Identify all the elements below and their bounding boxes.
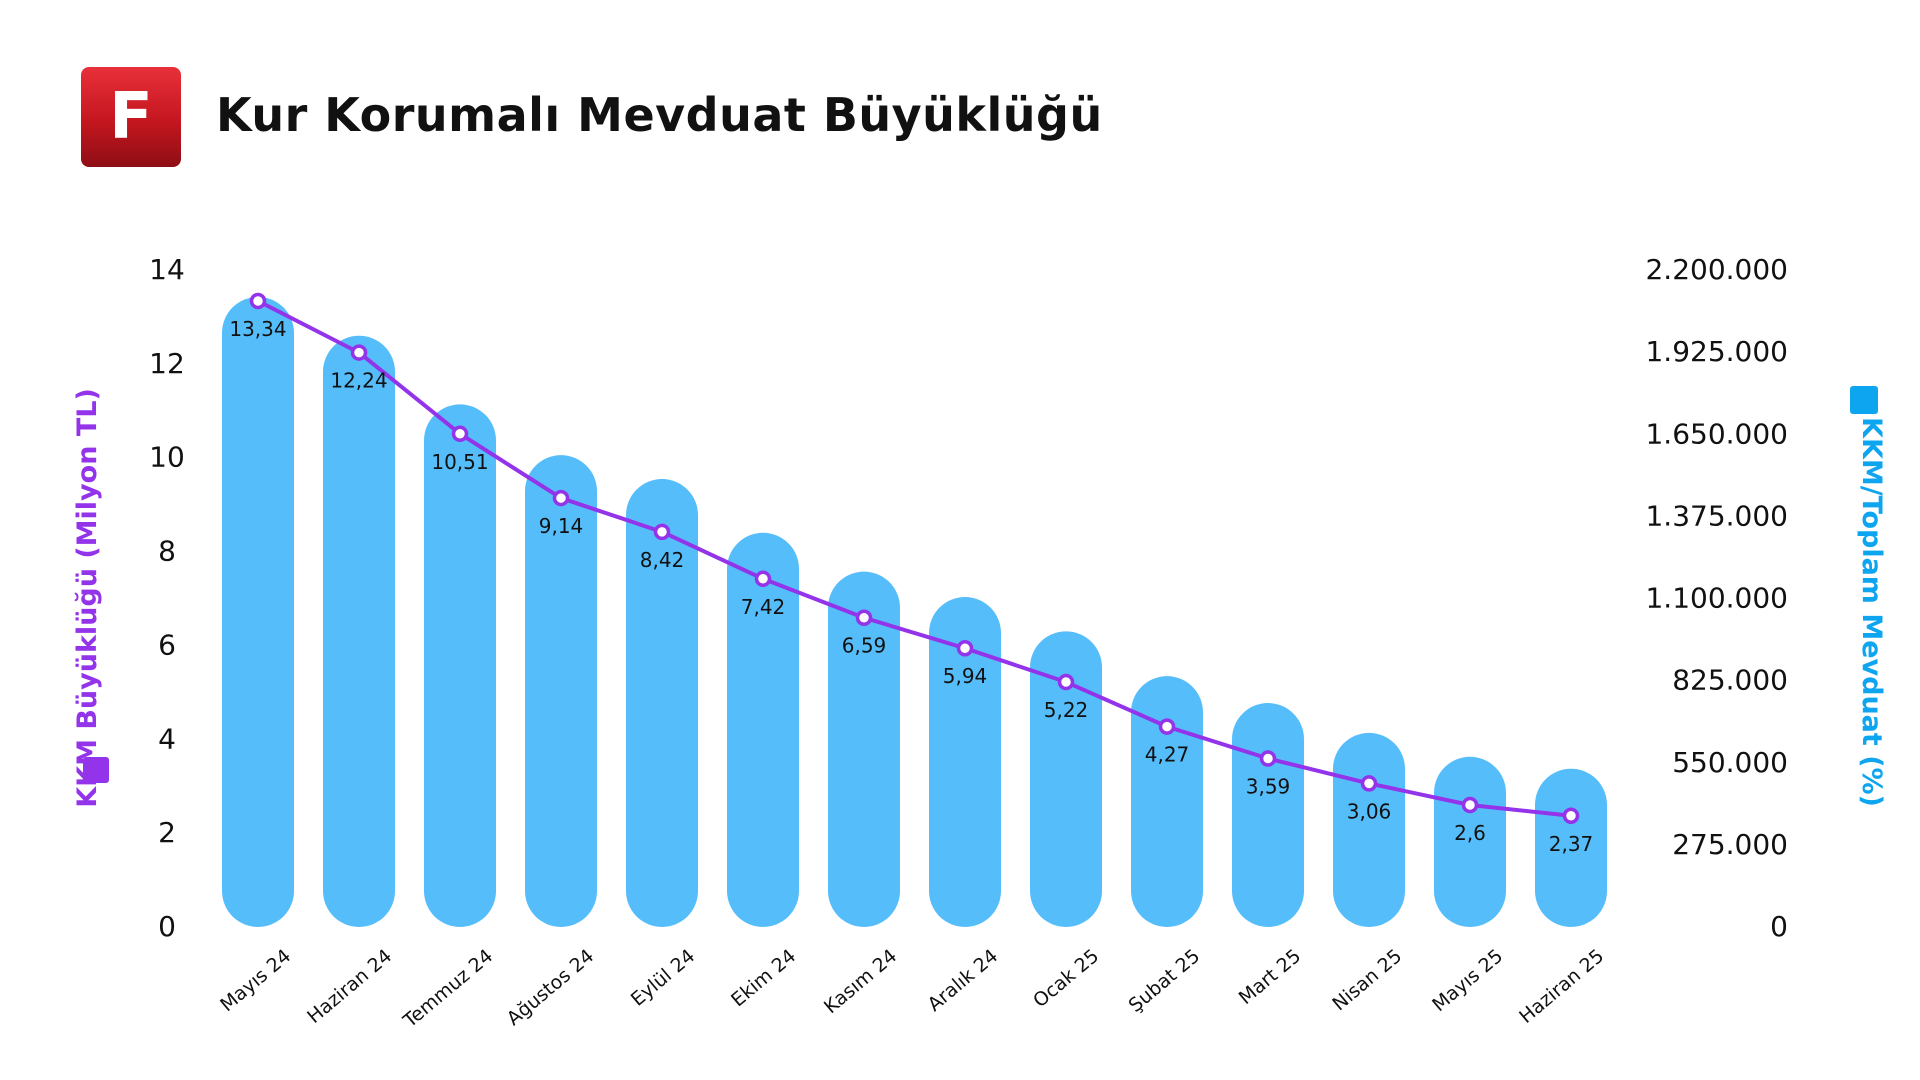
data-label: 3,06	[1347, 799, 1392, 823]
brand-logo-icon: F	[81, 67, 181, 167]
x-tick-label: Temmuz 24	[399, 945, 498, 1033]
data-label: 5,22	[1044, 698, 1089, 722]
bar	[626, 479, 698, 927]
line-point	[350, 344, 368, 361]
line-point	[1259, 750, 1277, 767]
x-tick-label: Mayıs 24	[216, 945, 295, 1016]
x-tick-label: Ekim 24	[727, 945, 800, 1011]
x-tick-label: Eylül 24	[627, 945, 699, 1011]
x-tick-label: Kasım 24	[820, 945, 901, 1018]
right-legend-swatch	[1850, 386, 1878, 414]
line-point	[956, 639, 974, 657]
bar	[727, 532, 799, 927]
right-tick-label: 825.000	[1672, 664, 1788, 697]
bar	[1535, 768, 1607, 927]
bar	[323, 335, 395, 927]
right-tick-label: 1.375.000	[1645, 499, 1788, 532]
bar	[424, 404, 496, 927]
right-tick-label: 550.000	[1672, 746, 1788, 779]
line-point	[1562, 807, 1580, 825]
left-tick-label: 0	[158, 910, 176, 943]
data-label: 2,6	[1454, 821, 1486, 845]
line-point	[754, 570, 772, 588]
right-axis-title: KKM/Toplam Mevduat (%)	[1856, 417, 1887, 807]
data-label: 10,51	[431, 450, 488, 474]
line-point	[1057, 673, 1075, 691]
left-tick-label: 8	[158, 535, 176, 568]
right-tick-label: 275.000	[1672, 828, 1788, 861]
series-line	[256, 298, 1573, 818]
line-point	[1158, 718, 1176, 735]
data-label: 5,94	[943, 664, 988, 688]
data-label: 7,42	[741, 595, 786, 619]
x-tick-label: Mayıs 25	[1428, 945, 1507, 1016]
data-label: 3,59	[1246, 775, 1291, 799]
line-point	[1461, 796, 1479, 814]
x-tick-label: Ağustos 24	[503, 945, 598, 1030]
left-tick-label: 6	[158, 628, 176, 661]
x-tick-label: Haziran 24	[303, 945, 396, 1028]
left-tick-label: 14	[149, 253, 185, 286]
left-tick-label: 12	[149, 347, 185, 380]
bar	[1030, 631, 1102, 927]
data-label: 8,42	[640, 548, 685, 572]
x-tick-label: Şubat 25	[1125, 945, 1205, 1017]
bar	[1232, 703, 1304, 927]
data-label: 9,14	[539, 514, 584, 538]
bar	[1333, 732, 1405, 927]
bar	[929, 597, 1001, 927]
line-point	[1360, 775, 1378, 792]
x-tick-label: Nisan 25	[1328, 945, 1406, 1015]
data-label: 6,59	[842, 634, 887, 658]
line-point	[855, 609, 873, 626]
right-tick-label: 1.650.000	[1645, 417, 1788, 450]
bar	[1131, 676, 1203, 927]
page-title: Kur Korumalı Mevduat Büyüklüğü	[216, 88, 1103, 142]
x-tick-label: Haziran 25	[1515, 945, 1608, 1028]
x-tick-label: Mart 25	[1235, 945, 1305, 1009]
line-point	[653, 523, 671, 541]
bar	[828, 571, 900, 927]
right-tick-label: 1.925.000	[1645, 335, 1788, 368]
line-point	[451, 425, 469, 443]
line-point	[249, 292, 267, 310]
left-tick-label: 10	[149, 441, 185, 474]
right-tick-label: 0	[1770, 910, 1788, 943]
x-tick-label: Ocak 25	[1029, 945, 1103, 1012]
right-tick-label: 2.200.000	[1645, 253, 1788, 286]
data-label: 13,34	[229, 317, 286, 341]
bar	[525, 455, 597, 927]
left-axis-title: KKM Büyüklüğü (Milyon TL)	[72, 388, 103, 808]
right-tick-label: 1.100.000	[1645, 582, 1788, 615]
data-label: 2,37	[1549, 832, 1594, 856]
bar	[222, 296, 294, 927]
left-tick-label: 2	[158, 816, 176, 849]
data-label: 12,24	[330, 369, 387, 393]
x-tick-label: Aralık 24	[924, 945, 1003, 1016]
left-tick-label: 4	[158, 722, 176, 755]
data-label: 4,27	[1145, 743, 1190, 767]
line-point	[552, 489, 570, 507]
logo-letter: F	[109, 80, 153, 154]
left-legend-swatch	[83, 757, 109, 783]
